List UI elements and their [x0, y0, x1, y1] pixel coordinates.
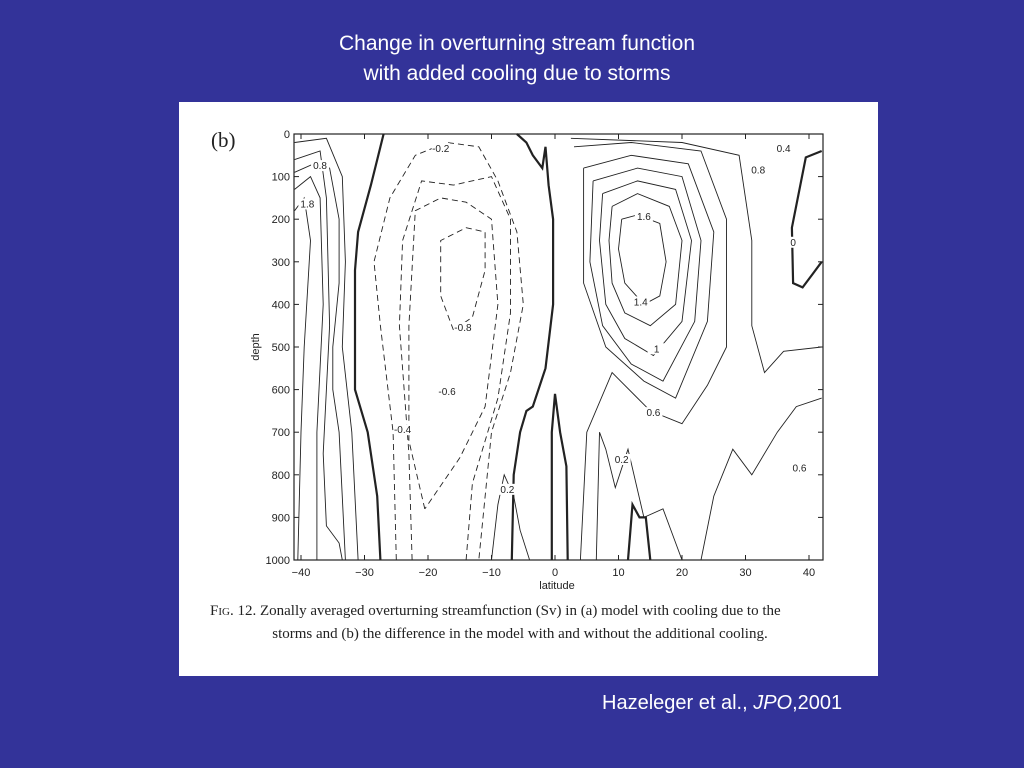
caption-line-2: storms and (b) the difference in the mod…	[272, 626, 768, 642]
caption-line-1: 12. Zonally averaged overturning streamf…	[233, 603, 781, 619]
citation-authors: Hazeleger et al.,	[602, 692, 754, 714]
slide-title-line-2: with added cooling due to storms	[363, 62, 671, 85]
slide-title-line-1: Change in overturning stream function	[338, 32, 696, 55]
citation-journal: JPO	[753, 692, 793, 714]
figure-caption: Fig. 12. Zonally averaged overturning st…	[210, 600, 830, 646]
citation: Hazeleger et al., JPO,2001	[602, 692, 842, 715]
citation-year: ,2001	[792, 692, 843, 714]
figure-panel	[179, 102, 878, 676]
caption-prefix: Fig.	[210, 603, 234, 619]
slide-title: Change in overturning stream function wi…	[5, 29, 1024, 89]
